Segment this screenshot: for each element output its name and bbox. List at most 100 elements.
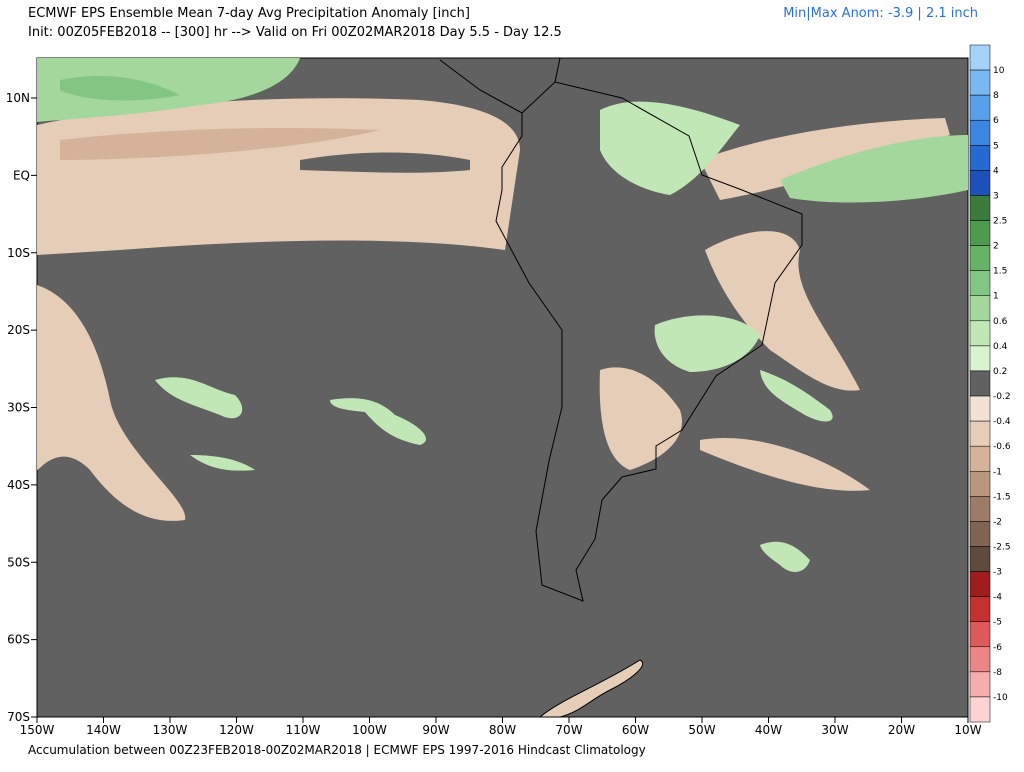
lon-label: 10W: [954, 723, 981, 737]
lat-axis: 10N EQ 10S 20S 30S 40S 50S 60S 70S: [6, 91, 37, 724]
lon-label: 40W: [755, 723, 782, 737]
colorbar-swatch: [969, 220, 991, 246]
colorbar-swatch: [969, 245, 991, 271]
anomaly-area: [190, 455, 255, 471]
lat-label: 50S: [7, 555, 30, 569]
subtitle: Init: 00Z05FEB2018 -- [300] hr --> Valid…: [28, 25, 562, 40]
anomaly-area: [760, 541, 810, 572]
colorbar-label: -2: [993, 517, 1002, 527]
anomaly-area: [60, 75, 180, 101]
colorbar-swatch: [969, 345, 991, 372]
anomaly-area: [780, 135, 968, 203]
lon-label: 70W: [555, 723, 582, 737]
lat-label: EQ: [13, 168, 30, 182]
colorbar-swatch: [969, 44, 991, 71]
colorbar-swatch: [969, 471, 991, 497]
colorbar-swatch: [969, 496, 991, 522]
anomaly-area: [60, 128, 380, 160]
anomaly-area: [599, 367, 682, 470]
anomaly-area: [600, 101, 740, 195]
lon-label: 60W: [622, 723, 649, 737]
colorbar-label: 6: [993, 116, 999, 126]
lon-label: 20W: [888, 723, 915, 737]
lon-label: 80W: [489, 723, 516, 737]
colorbar-swatch: [969, 420, 991, 447]
colorbar-label: -0.4: [993, 417, 1011, 427]
colorbar-label: 0.2: [993, 367, 1007, 377]
colorbar-swatch: [969, 69, 991, 96]
colorbar-swatch: [969, 696, 991, 723]
colorbar-swatch: [969, 170, 991, 196]
colorbar-label: 2.5: [993, 217, 1007, 227]
colorbar-label: 8: [993, 91, 999, 101]
lat-label: 10S: [7, 246, 30, 260]
colorbar-swatch: [969, 320, 991, 347]
colorbar-swatch: [969, 145, 991, 171]
colorbar-swatch: [969, 270, 991, 296]
lon-label: 130W: [153, 723, 188, 737]
colorbar-label: 1: [993, 292, 999, 302]
anomaly-area: [760, 370, 833, 422]
anomaly-area: [700, 118, 950, 200]
colorbar-label: -1: [993, 467, 1002, 477]
lat-label: 70S: [7, 710, 30, 724]
colorbar-label: -0.6: [993, 442, 1011, 452]
colorbar-swatch: [969, 195, 991, 221]
colorbar-swatch: [969, 571, 991, 597]
colorbar-swatch: [969, 445, 991, 472]
colorbar-label: -0.2: [993, 392, 1011, 402]
anomaly-area: [155, 377, 243, 419]
colorbar-label: 3: [993, 191, 999, 201]
colorbar-swatch: [969, 521, 991, 547]
colorbar-swatch: [969, 395, 991, 422]
lat-label: 40S: [7, 478, 30, 492]
lon-label: 50W: [688, 723, 715, 737]
lon-label: 100W: [352, 723, 387, 737]
colorbar-label: -4: [993, 593, 1002, 603]
lon-label: 120W: [219, 723, 254, 737]
antarctic-peninsula: [538, 659, 643, 718]
colorbar-swatch: [969, 671, 991, 698]
colorbar-label: -2.5: [993, 542, 1011, 552]
colorbar-label: -1.5: [993, 492, 1011, 502]
colorbar-label: 0.4: [993, 342, 1008, 352]
lat-label: 10N: [6, 91, 30, 105]
colorbar-label: -6: [993, 643, 1002, 653]
anomaly-area: [330, 398, 426, 445]
colorbar-swatch: [969, 596, 991, 622]
lat-label: 20S: [7, 323, 30, 337]
lon-axis: 150W 140W 130W 120W 110W 100W 90W 80W 70W 60W 50W 4…: [20, 717, 982, 737]
anomaly-area: [700, 438, 870, 491]
colorbar-label: -10: [993, 693, 1008, 703]
colorbar-swatch: [969, 370, 991, 397]
coastline: [495, 81, 803, 602]
minmax: Min|Max Anom: -3.9 | 2.1 inch: [783, 6, 978, 21]
colorbar-label: 4: [993, 166, 999, 176]
map: [36, 57, 969, 718]
colorbar-label: -5: [993, 618, 1002, 628]
lon-label: 30W: [821, 723, 848, 737]
anomaly-area: [705, 231, 860, 391]
colorbar: 10 8 6 5 4 3 2.5 2 1.5 1 0.6 0.4 0.2 -0.2 -0.4 -0.6 -1 -1…: [969, 44, 1011, 723]
colorbar-label: -8: [993, 668, 1002, 678]
colorbar-label: -3: [993, 568, 1002, 578]
colorbar-label: 2: [993, 242, 999, 252]
colorbar-label: 10: [993, 66, 1005, 76]
anomaly-area: [37, 285, 186, 521]
anomaly-area: [300, 152, 470, 173]
title: ECMWF EPS Ensemble Mean 7-day Avg Precip…: [28, 6, 470, 21]
colorbar-swatch: [969, 94, 991, 121]
colorbar-label: 0.6: [993, 317, 1008, 327]
colorbar-swatch: [969, 646, 991, 673]
lon-label: 140W: [86, 723, 121, 737]
lon-label: 90W: [422, 723, 449, 737]
anomaly-area: [654, 315, 760, 372]
lon-label: 110W: [286, 723, 321, 737]
colorbar-swatch: [969, 119, 991, 146]
lat-label: 30S: [7, 401, 30, 415]
lon-label: 150W: [20, 723, 55, 737]
coastline: [439, 57, 561, 114]
colorbar-swatch: [969, 621, 991, 648]
footer: Accumulation between 00Z23FEB2018-00Z02M…: [28, 743, 646, 757]
